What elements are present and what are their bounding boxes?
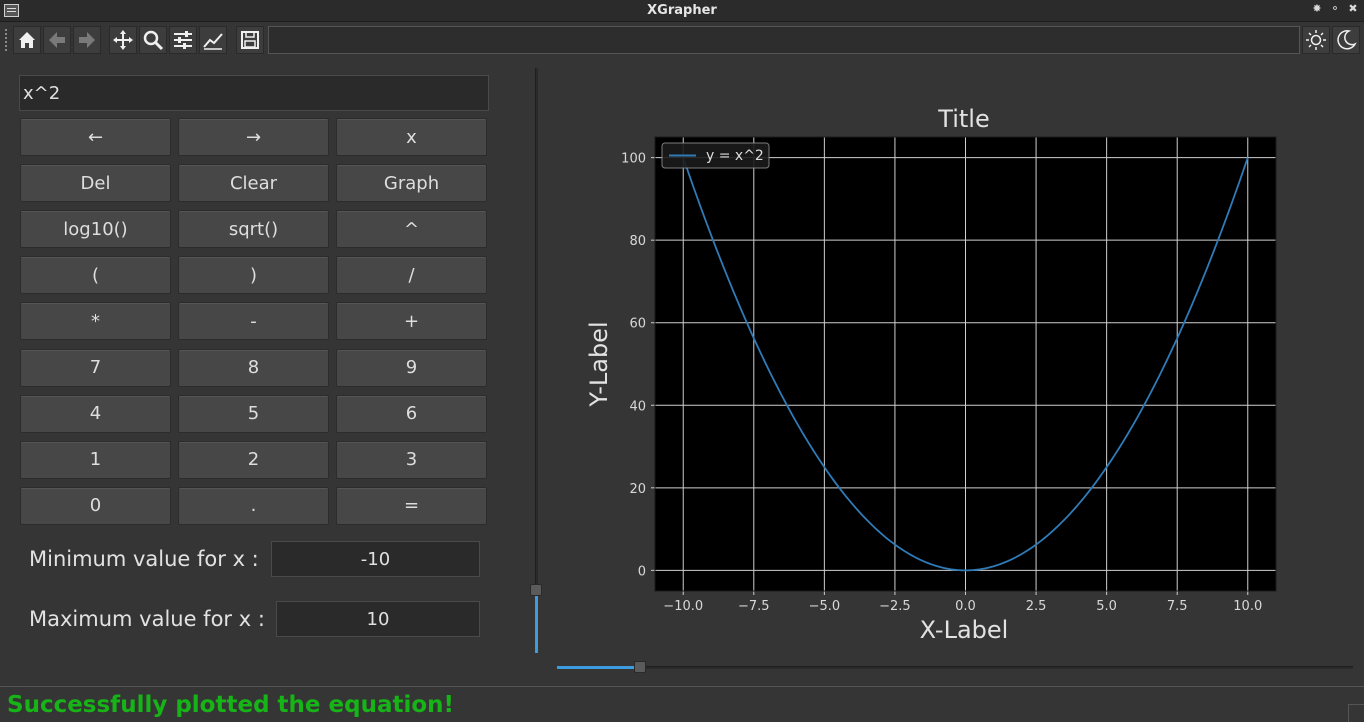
maximize-button[interactable]: ⚬ bbox=[1330, 2, 1340, 15]
legend-label: y = x^2 bbox=[706, 148, 764, 164]
toolbar-message-field bbox=[268, 26, 1300, 54]
plot-area bbox=[655, 137, 1276, 591]
vertical-slider-handle[interactable] bbox=[530, 584, 542, 596]
keep-above-button[interactable]: ✸ bbox=[1312, 2, 1322, 15]
divide-key[interactable]: / bbox=[336, 256, 487, 295]
zoom-button[interactable] bbox=[139, 26, 167, 54]
y-tick-label: 100 bbox=[621, 152, 646, 167]
forward-button[interactable] bbox=[73, 26, 101, 54]
min-x-input[interactable]: -10 bbox=[271, 541, 480, 577]
edit-axes-icon bbox=[203, 33, 223, 50]
save-icon bbox=[241, 31, 259, 49]
digit-8-key[interactable]: 8 bbox=[178, 348, 329, 387]
legend-box bbox=[661, 142, 770, 169]
pan-icon bbox=[113, 30, 133, 50]
subplots-config-icon bbox=[174, 31, 192, 49]
size-grip[interactable] bbox=[1348, 704, 1364, 722]
cursor-left-key[interactable]: ← bbox=[20, 118, 171, 156]
vertical-slider-track[interactable] bbox=[535, 68, 538, 653]
configure-subplots-button[interactable] bbox=[169, 26, 197, 54]
x-tick-label: 0.0 bbox=[955, 599, 976, 614]
open-paren-key[interactable]: ( bbox=[20, 256, 171, 295]
home-button[interactable] bbox=[13, 26, 41, 54]
x-tick-label: −7.5 bbox=[738, 599, 770, 614]
back-arrow-icon bbox=[49, 32, 65, 48]
x-tick-label: 5.0 bbox=[1096, 599, 1117, 614]
plus-key[interactable]: + bbox=[336, 302, 487, 341]
title-bar: XGrapher ✸ ⚬ ✖ bbox=[0, 0, 1364, 22]
save-button[interactable] bbox=[236, 26, 264, 54]
horizontal-slider-track[interactable] bbox=[557, 666, 1353, 669]
max-x-label: Maximum value for x : bbox=[29, 607, 265, 631]
max-x-input[interactable]: 10 bbox=[276, 601, 480, 637]
status-bar: Successfully plotted the equation! bbox=[0, 686, 1364, 722]
series-line bbox=[682, 157, 1249, 572]
vertical-slider-fill bbox=[535, 592, 538, 653]
y-tick-label: 80 bbox=[629, 234, 646, 249]
close-paren-key[interactable]: ) bbox=[178, 256, 329, 295]
x-tick-label: 7.5 bbox=[1167, 599, 1188, 614]
x-tick-label: 2.5 bbox=[1026, 599, 1047, 614]
digit-7-key[interactable]: 7 bbox=[20, 348, 171, 387]
digit-9-key[interactable]: 9 bbox=[336, 348, 487, 387]
forward-arrow-icon bbox=[79, 32, 95, 48]
app-icon bbox=[4, 4, 19, 17]
horizontal-slider-fill bbox=[557, 666, 640, 669]
digit-2-key[interactable]: 2 bbox=[178, 440, 329, 479]
x-key[interactable]: x bbox=[336, 118, 487, 156]
x-tick-label: −10.0 bbox=[663, 599, 703, 614]
y-axis-label: Y-Label bbox=[585, 321, 613, 407]
close-button[interactable]: ✖ bbox=[1348, 2, 1358, 15]
x-tick-label: −5.0 bbox=[809, 599, 841, 614]
log10-key[interactable]: log10() bbox=[20, 210, 171, 249]
minus-key[interactable]: - bbox=[178, 302, 329, 341]
x-tick-label: 10.0 bbox=[1233, 599, 1262, 614]
expression-input[interactable]: x^2 bbox=[19, 75, 489, 111]
chart-title: Title bbox=[937, 105, 989, 133]
navigation-toolbar bbox=[0, 23, 1364, 57]
plot-frame bbox=[654, 136, 1277, 592]
multiply-key[interactable]: * bbox=[20, 302, 171, 341]
graph-key[interactable]: Graph bbox=[336, 164, 487, 203]
toolbar-grip[interactable] bbox=[5, 29, 9, 51]
y-tick-label: 0 bbox=[638, 564, 646, 579]
sqrt-key[interactable]: sqrt() bbox=[178, 210, 329, 249]
power-key[interactable]: ^ bbox=[336, 210, 487, 249]
status-message: Successfully plotted the equation! bbox=[7, 692, 455, 718]
y-tick-label: 60 bbox=[629, 317, 646, 332]
digit-6-key[interactable]: 6 bbox=[336, 394, 487, 433]
del-key[interactable]: Del bbox=[20, 164, 171, 203]
digit-4-key[interactable]: 4 bbox=[20, 394, 171, 433]
pan-button[interactable] bbox=[109, 26, 137, 54]
equals-key[interactable]: = bbox=[336, 486, 487, 525]
clear-key[interactable]: Clear bbox=[178, 164, 329, 203]
light-theme-icon bbox=[1306, 30, 1326, 50]
digit-1-key[interactable]: 1 bbox=[20, 440, 171, 479]
window-title: XGrapher bbox=[647, 3, 717, 18]
digit-0-key[interactable]: 0 bbox=[20, 486, 171, 525]
y-tick-label: 40 bbox=[629, 399, 646, 414]
light-theme-button[interactable] bbox=[1302, 26, 1330, 54]
home-icon bbox=[19, 32, 35, 48]
dark-theme-button[interactable] bbox=[1332, 26, 1360, 54]
y-tick-label: 20 bbox=[629, 482, 646, 497]
back-button[interactable] bbox=[43, 26, 71, 54]
min-x-label: Minimum value for x : bbox=[29, 547, 259, 571]
digit-5-key[interactable]: 5 bbox=[178, 394, 329, 433]
digit-3-key[interactable]: 3 bbox=[336, 440, 487, 479]
x-axis-label: X-Label bbox=[920, 616, 1009, 644]
horizontal-slider-handle[interactable] bbox=[634, 661, 646, 673]
zoom-icon bbox=[143, 30, 164, 51]
x-tick-label: −2.5 bbox=[879, 599, 911, 614]
dark-theme-icon bbox=[1337, 30, 1357, 50]
edit-axes-button[interactable] bbox=[199, 26, 227, 54]
cursor-right-key[interactable]: → bbox=[178, 118, 329, 156]
decimal-point-key[interactable]: . bbox=[178, 486, 329, 525]
